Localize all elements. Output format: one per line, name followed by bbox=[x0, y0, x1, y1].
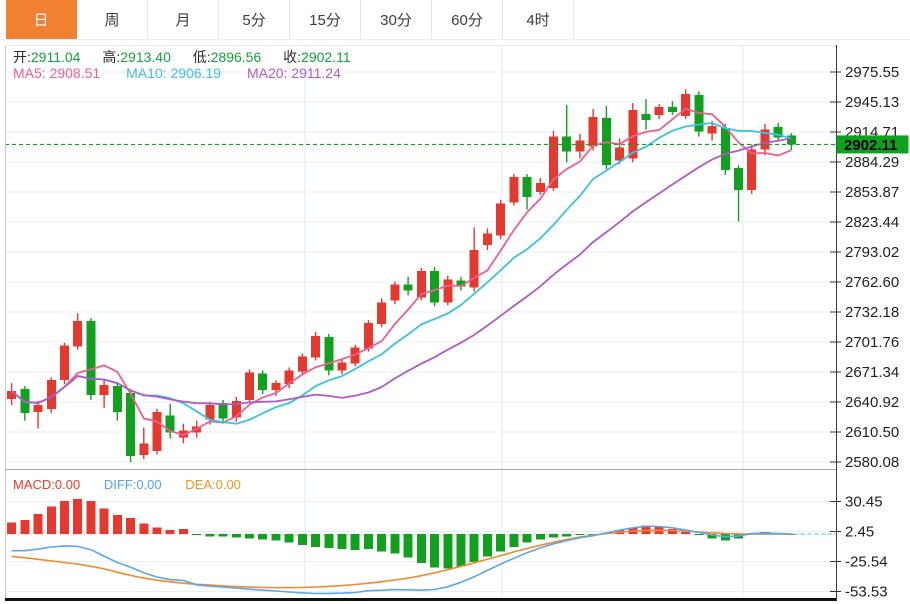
svg-text:30.45: 30.45 bbox=[845, 494, 883, 511]
svg-text:-25.54: -25.54 bbox=[845, 554, 888, 571]
svg-text:2762.60: 2762.60 bbox=[845, 274, 899, 291]
tab-week[interactable]: 周 bbox=[77, 0, 148, 39]
y-axis-labels: 2975.552945.132914.712884.292853.872823.… bbox=[830, 64, 899, 601]
svg-text:2610.50: 2610.50 bbox=[845, 424, 899, 441]
candles bbox=[7, 89, 796, 463]
last-price-tag: 2902.11 bbox=[836, 135, 909, 154]
diff-line bbox=[11, 525, 792, 595]
ma20-line bbox=[11, 137, 792, 406]
timeframe-tabs: 日周月 5分 15分 30分 60分 4时 bbox=[0, 0, 910, 40]
svg-text:2640.92: 2640.92 bbox=[845, 394, 899, 411]
svg-text:2701.76: 2701.76 bbox=[845, 334, 899, 351]
ma10-line bbox=[11, 122, 792, 425]
svg-text:2823.44: 2823.44 bbox=[845, 214, 899, 231]
svg-text:2884.29: 2884.29 bbox=[845, 154, 899, 171]
ma5-line bbox=[11, 107, 792, 436]
svg-text:2793.02: 2793.02 bbox=[845, 244, 899, 261]
svg-text:-53.53: -53.53 bbox=[845, 584, 888, 601]
tab-day[interactable]: 日 bbox=[6, 0, 77, 39]
tab-15min[interactable]: 15分 bbox=[290, 0, 361, 39]
last-price-tag-value: 2902.11 bbox=[844, 137, 897, 154]
svg-text:2580.08: 2580.08 bbox=[845, 454, 899, 471]
macd-histogram bbox=[7, 498, 796, 569]
tab-30min[interactable]: 30分 bbox=[361, 0, 432, 39]
svg-text:2975.55: 2975.55 bbox=[845, 64, 899, 81]
tab-60min[interactable]: 60分 bbox=[432, 0, 503, 39]
dea-line bbox=[11, 529, 792, 589]
svg-text:2853.87: 2853.87 bbox=[845, 184, 899, 201]
tab-4hour[interactable]: 4时 bbox=[503, 0, 574, 39]
tab-month[interactable]: 月 bbox=[148, 0, 219, 39]
tab-5min[interactable]: 5分 bbox=[219, 0, 290, 39]
svg-text:2671.34: 2671.34 bbox=[845, 364, 899, 381]
svg-text:2945.13: 2945.13 bbox=[845, 94, 899, 111]
svg-text:2.45: 2.45 bbox=[845, 524, 874, 541]
svg-text:2732.18: 2732.18 bbox=[845, 304, 899, 321]
